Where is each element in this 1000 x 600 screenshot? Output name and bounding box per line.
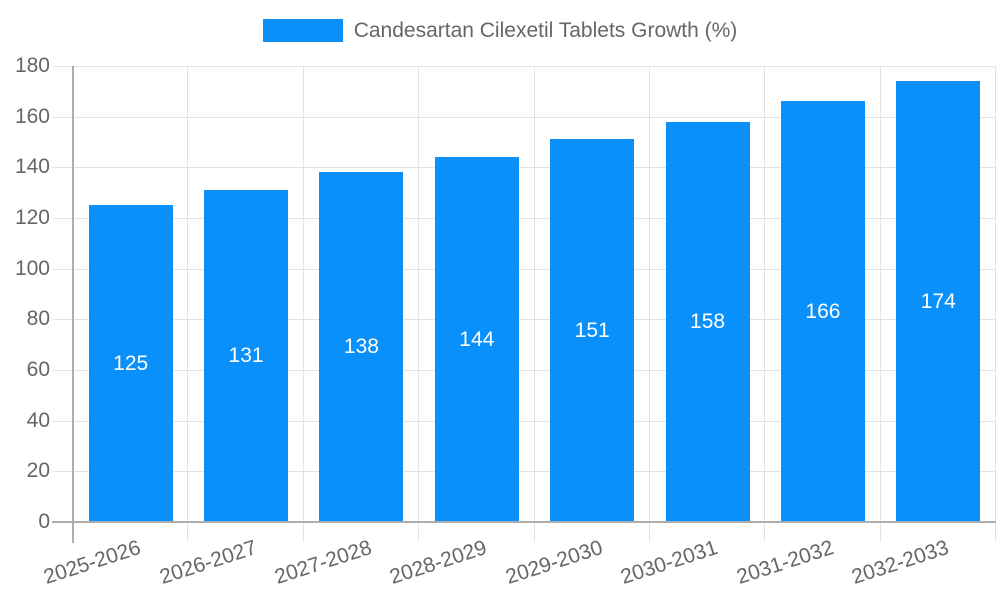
bar[interactable] (780, 101, 865, 521)
legend-label: Candesartan Cilexetil Tablets Growth (%) (353, 19, 738, 42)
x-axis-tick-label: 2026-2027 (156, 536, 260, 589)
x-axis-line (52, 521, 996, 523)
x-gridline-tick (764, 66, 766, 542)
x-axis-tick-label: 2030-2031 (618, 536, 721, 589)
bar[interactable] (434, 157, 519, 521)
legend-item[interactable]: Candesartan Cilexetil Tablets Growth (%) (262, 19, 738, 42)
legend: Candesartan Cilexetil Tablets Growth (%) (0, 19, 1000, 42)
x-gridline-tick (187, 66, 189, 542)
x-gridline-tick (302, 66, 304, 542)
y-axis-tick-label: 40 (26, 408, 50, 432)
x-gridline-tick (879, 66, 881, 542)
y-gridline (52, 471, 996, 473)
y-axis-tick-label: 100 (14, 256, 50, 280)
y-gridline (52, 66, 996, 67)
x-gridline-tick (648, 66, 650, 542)
y-gridline (52, 218, 996, 219)
y-gridline (52, 116, 996, 118)
x-axis-tick-label: 2028-2029 (387, 536, 490, 589)
y-axis-tick-label: 180 (14, 54, 50, 77)
bar[interactable] (896, 81, 981, 521)
y-gridline (52, 268, 996, 270)
y-axis-tick-label: 120 (14, 206, 50, 229)
y-gridline (52, 319, 996, 321)
x-axis-tick-label: 2029-2030 (502, 536, 606, 589)
y-gridline (52, 420, 996, 422)
y-axis-tick-label: 80 (26, 307, 50, 331)
y-axis-tick-label: 20 (26, 459, 50, 483)
y-axis-line (72, 66, 74, 543)
x-axis-tick-label: 2025-2026 (41, 536, 144, 589)
x-gridline-tick (533, 66, 535, 542)
x-axis-tick-label: 2031-2032 (733, 536, 837, 589)
bar[interactable] (319, 172, 404, 521)
bar[interactable] (88, 205, 173, 521)
x-gridline-tick (418, 66, 420, 542)
bar[interactable] (204, 190, 289, 521)
y-gridline (52, 167, 996, 169)
x-axis-tick-label: 2027-2028 (271, 536, 375, 589)
y-axis-tick-label: 160 (14, 104, 50, 128)
bar[interactable] (550, 139, 635, 521)
legend-swatch (262, 19, 343, 42)
y-axis-tick-label: 0 (38, 510, 50, 533)
y-axis-tick-label: 60 (26, 358, 50, 381)
x-axis-tick-label: 2032-2033 (848, 536, 952, 589)
x-gridline-tick (995, 66, 996, 542)
bar[interactable] (665, 121, 750, 521)
y-axis-tick-label: 140 (14, 155, 50, 179)
y-gridline (52, 370, 996, 371)
